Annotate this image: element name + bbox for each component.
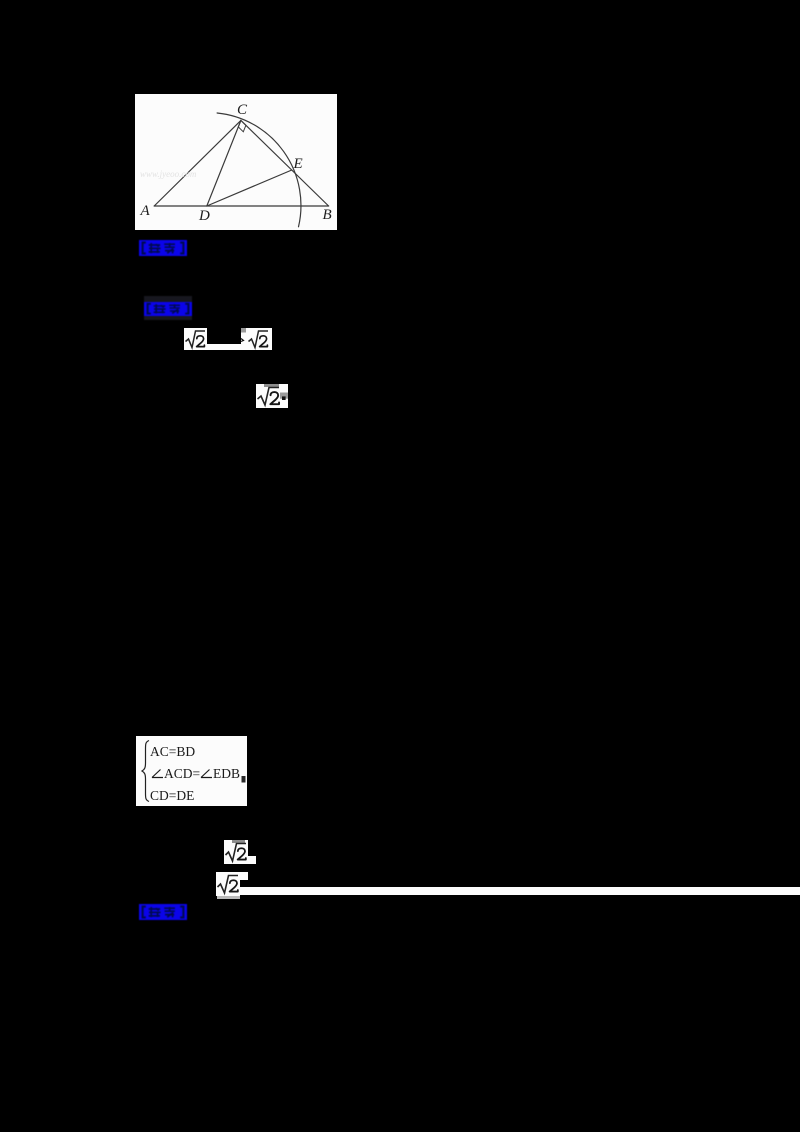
svg-text:C: C (237, 102, 248, 118)
svg-text:www.jyeoo.com: www.jyeoo.com (140, 169, 197, 179)
svg-text:AC=BD: AC=BD (150, 744, 195, 759)
svg-text:B: B (323, 207, 332, 223)
svg-text:E: E (293, 156, 303, 172)
svg-text:CD=DE: CD=DE (150, 788, 194, 803)
svg-text:ACD=: ACD= (164, 766, 200, 781)
svg-text:D: D (198, 208, 210, 224)
svg-text:A: A (140, 203, 151, 219)
svg-text:EDB: EDB (213, 766, 240, 781)
